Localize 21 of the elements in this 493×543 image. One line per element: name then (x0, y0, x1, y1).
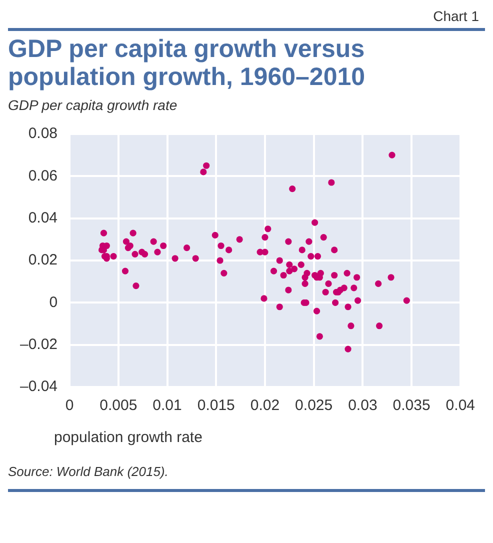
y-tick-label: –0.04 (20, 378, 58, 396)
y-tick-label: 0.02 (28, 252, 58, 269)
x-tick-label: 0.04 (446, 397, 476, 414)
x-tick-label: 0 (65, 397, 74, 414)
y-tick-label: 0.06 (28, 167, 58, 184)
x-tick-label: 0.03 (348, 397, 378, 414)
x-tick-label: 0.01 (152, 397, 182, 414)
y-tick-label: 0.08 (28, 125, 58, 142)
x-tick-label: 0.005 (100, 397, 138, 414)
chart-title: GDP per capita growth versus population growth, 1960–2010 (8, 35, 366, 91)
x-tick-label: 0.015 (197, 397, 235, 414)
x-tick-label: 0.035 (392, 397, 430, 414)
x-tick-label: 0.02 (250, 397, 280, 414)
x-tick-label: 0.025 (295, 397, 333, 414)
y-tick-label: 0 (49, 294, 58, 311)
y-tick-label: –0.02 (20, 336, 58, 353)
y-tick-label: 0.04 (28, 209, 58, 226)
caption: Chart 1 (432, 8, 480, 24)
y-axis-title: GDP per capita growth rate (8, 97, 178, 113)
source-note: Source: World Bank (2015). (8, 464, 170, 479)
x-axis-title: population growth rate (54, 429, 204, 446)
